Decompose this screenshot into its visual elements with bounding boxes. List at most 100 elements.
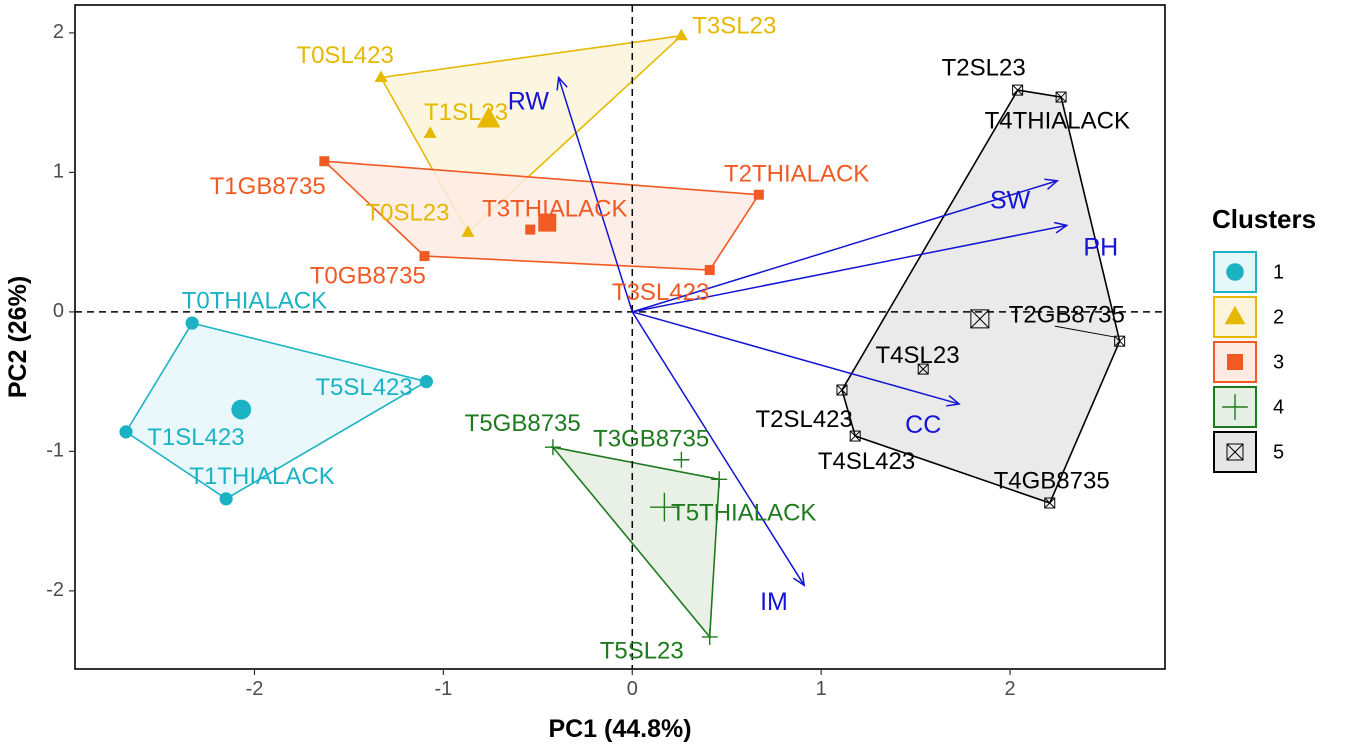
point-t2gb8735: [1114, 335, 1126, 347]
point-label-t0sl423: T0SL423: [296, 42, 393, 69]
cluster-4-centroid: [649, 492, 679, 522]
y-tick-label: 2: [53, 21, 64, 43]
cluster-4-hull: [550, 445, 721, 639]
legend-symbol-2: [1224, 305, 1246, 325]
point-t3thialack: [525, 224, 536, 235]
point-label-t3gb8735: T3GB8735: [593, 426, 709, 453]
point-t5sl423: [419, 375, 433, 389]
point-t2sl423: [836, 384, 848, 396]
point-t1thialack: [219, 492, 233, 506]
legend-symbol-4: [1222, 394, 1248, 420]
x-tick-label: 0: [627, 678, 638, 700]
cluster-3-centroid: [538, 213, 557, 232]
point-label-t3sl23: T3SL23: [692, 13, 776, 40]
x-tick-label: 1: [816, 678, 827, 700]
legend-key-1: [1213, 251, 1257, 293]
legend-symbol-1: [1226, 263, 1244, 281]
point-t0sl423: [374, 70, 388, 83]
point-t2thialack: [753, 189, 764, 200]
variable-label-rw: RW: [508, 87, 550, 115]
label-leader-t2gb8735: [1054, 325, 1116, 338]
variable-label-ph: PH: [1083, 234, 1118, 262]
arrow-ph: [632, 224, 1067, 313]
plot-panel-border: [74, 4, 1166, 670]
legend: Clusters 1 2 3 4 5: [1212, 204, 1316, 473]
point-label-t1gb8735: T1GB8735: [210, 173, 326, 200]
point-t4sl23: [917, 363, 929, 375]
point-label-t3thialack: T3THIALACK: [482, 195, 627, 222]
point-t0thialack: [185, 316, 199, 330]
point-label-t4sl23: T4SL23: [875, 342, 959, 369]
arrowhead-ph: [1053, 221, 1069, 234]
point-labels: T0THIALACK T5SL423 T1SL423 T1THIALACK T3SL23…: [147, 13, 1130, 665]
point-label-t5sl23: T5SL23: [600, 638, 684, 665]
arrowhead-sw: [1044, 178, 1060, 190]
point-label-t0gb8735: T0GB8735: [310, 262, 426, 289]
point-t1sl423: [119, 425, 133, 439]
legend-label-5: 5: [1273, 441, 1284, 463]
point-t3sl23: [674, 28, 688, 41]
legend-label-2: 2: [1273, 306, 1284, 328]
point-label-t5gb8735: T5GB8735: [465, 410, 581, 437]
y-tick-label: 1: [53, 161, 64, 183]
y-axis-title: PC2 (26%): [4, 276, 32, 398]
arrow-cc: [632, 311, 960, 405]
point-label-t2thialack: T2THIALACK: [724, 161, 869, 188]
variable-arrows: RW SW PH CC IM: [508, 75, 1118, 616]
arrow-rw: [557, 77, 633, 313]
arrow-sw: [632, 180, 1058, 313]
cluster-2-centroid: [477, 106, 501, 128]
x-tick-label: -2: [246, 678, 264, 700]
cluster-1-centroid: [231, 399, 252, 420]
x-tick-label: 2: [1005, 678, 1016, 700]
point-label-t2gb8735: T2GB8735: [1009, 301, 1125, 328]
point-t0gb8735: [419, 251, 430, 262]
legend-title: Clusters: [1212, 204, 1316, 234]
legend-symbol-3: [1227, 354, 1243, 370]
point-label-t3sl423: T3SL423: [612, 279, 709, 306]
cluster-5-hull: [841, 89, 1121, 504]
x-axis-title: PC1 (44.8%): [548, 715, 691, 743]
observation-points: [119, 28, 1126, 645]
reference-lines: [75, 5, 1165, 669]
point-t3gb8735: [673, 451, 690, 468]
point-t2sl23: [1012, 84, 1024, 96]
point-t1sl23: [423, 126, 437, 138]
arrowhead-im: [792, 572, 806, 587]
y-tick-label: -2: [46, 579, 64, 601]
point-t4gb8735: [1044, 497, 1056, 509]
point-label-t4thialack: T4THIALACK: [985, 108, 1130, 135]
x-tick-label: -1: [434, 678, 452, 700]
legend-label-1: 1: [1273, 261, 1284, 283]
point-t5sl23: [701, 628, 718, 645]
cluster-5-centroid: [970, 309, 990, 329]
point-t0sl23: [461, 225, 475, 237]
variable-label-im: IM: [760, 588, 788, 616]
point-t3sl423: [704, 265, 715, 276]
point-t4thialack: [1055, 91, 1067, 103]
point-label-t2sl23: T2SL23: [942, 55, 1026, 82]
point-label-t4gb8735: T4GB8735: [994, 467, 1110, 494]
legend-label-4: 4: [1273, 396, 1284, 418]
point-label-t0thialack: T0THIALACK: [182, 287, 327, 314]
point-label-t2sl423: T2SL423: [755, 406, 852, 433]
point-label-t5thialack: T5THIALACK: [671, 500, 816, 527]
point-label-t4sl423: T4SL423: [818, 448, 915, 475]
point-t4sl423: [849, 430, 861, 442]
axes: -2 -1 0 1 2 -2 -1 0 1 2: [46, 21, 1015, 700]
point-t5gb8735: [544, 439, 561, 456]
arrowhead-rw: [556, 75, 568, 91]
point-label-t5sl423: T5SL423: [315, 374, 412, 401]
cluster-hulls: [124, 34, 1121, 639]
point-label-t0sl23: T0SL23: [365, 200, 449, 227]
point-label-t1thialack: T1THIALACK: [189, 463, 334, 490]
point-label-t1sl423: T1SL423: [147, 424, 244, 451]
legend-symbol-5: [1226, 443, 1244, 461]
point-t1gb8735: [319, 156, 330, 167]
point-label-t1sl23: T1SL23: [424, 99, 508, 126]
variable-label-sw: SW: [990, 186, 1031, 214]
y-tick-label: -1: [46, 440, 64, 462]
legend-label-3: 3: [1273, 351, 1284, 373]
y-tick-label: 0: [53, 300, 64, 322]
